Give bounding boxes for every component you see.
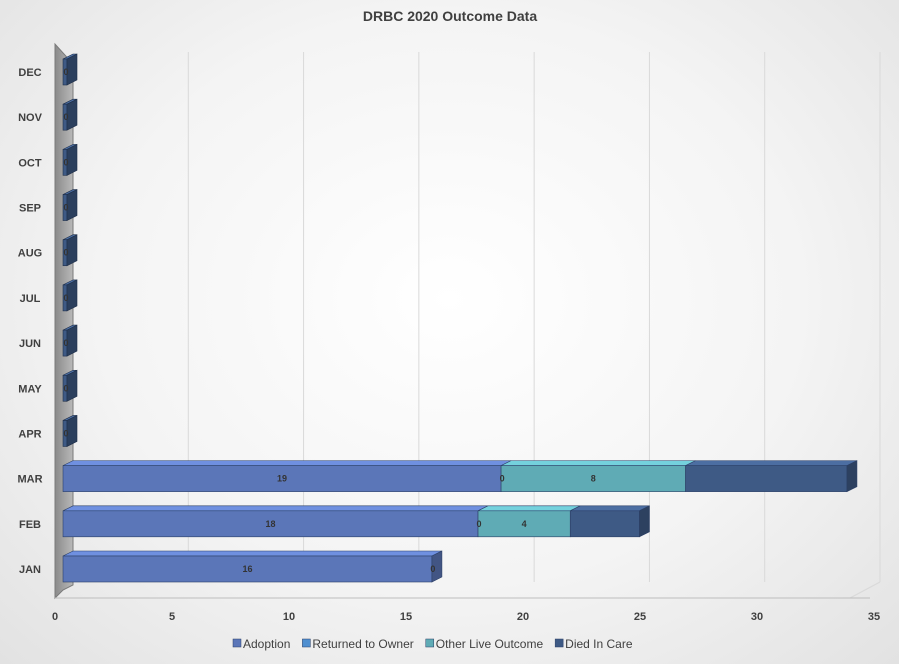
y-tick-label: NOV xyxy=(18,112,43,124)
y-tick-label: OCT xyxy=(18,157,42,169)
data-label: 0 xyxy=(477,519,482,529)
legend: Adoption Returned to Owner Other Live Outc… xyxy=(232,637,633,651)
x-tick-label: 25 xyxy=(634,611,646,623)
data-label: 8 xyxy=(591,474,596,484)
data-label: 16 xyxy=(242,564,252,574)
x-tick-label: 35 xyxy=(868,611,880,623)
bar-segment xyxy=(685,465,848,492)
legend-swatch xyxy=(302,638,311,648)
y-axis-ticks: JAN FEB MAR APR MAY JUN JUL AUG SEP OCT NOV DEC xyxy=(17,67,42,576)
bar-top xyxy=(62,505,489,512)
bar-side xyxy=(66,143,78,176)
bar-side xyxy=(846,460,858,493)
x-axis-ticks: 0 5 10 15 20 25 30 35 xyxy=(52,611,880,623)
data-label: 0 xyxy=(63,67,68,77)
bar-side xyxy=(66,279,78,312)
data-label: 0 xyxy=(63,428,68,438)
bar-segment xyxy=(477,510,571,538)
bar-segment xyxy=(569,510,640,538)
data-label: 0 xyxy=(63,157,68,167)
x-tick-label: 10 xyxy=(283,611,295,623)
x-tick-label: 5 xyxy=(169,611,175,623)
y-tick-label: JUL xyxy=(20,293,41,305)
bar-segment xyxy=(62,555,433,583)
data-label: 0 xyxy=(500,474,505,484)
data-label: 0 xyxy=(63,248,68,258)
axis-wall xyxy=(54,42,870,600)
y-tick-label: DEC xyxy=(18,67,41,79)
bar-top xyxy=(500,460,696,466)
data-label: 0 xyxy=(63,112,68,122)
bar-side xyxy=(66,324,78,357)
bar-segment xyxy=(500,465,686,492)
bar-top xyxy=(62,550,443,557)
bar-side xyxy=(66,189,78,222)
data-label: 0 xyxy=(63,338,68,348)
y-tick-label: FEB xyxy=(19,519,41,531)
legend-label: Adoption xyxy=(243,637,290,651)
bar-top xyxy=(477,505,581,512)
data-label: 0 xyxy=(63,203,68,213)
y-tick-label: MAY xyxy=(18,383,42,395)
bar-segment xyxy=(62,465,502,492)
bar-side xyxy=(66,369,78,402)
bar-side xyxy=(66,53,78,86)
data-label: 18 xyxy=(266,519,276,529)
y-tick-label: JUN xyxy=(19,338,41,350)
legend-swatch xyxy=(554,638,564,648)
x-tick-label: 0 xyxy=(52,611,58,623)
y-tick-label: SEP xyxy=(19,203,41,215)
y-tick-label: MAR xyxy=(17,474,42,486)
data-labels: 16 0 18 0 4 19 0 8 0 0 0 0 0 0 0 0 0 xyxy=(63,67,595,574)
bar-top xyxy=(570,505,650,512)
data-label: 0 xyxy=(63,383,68,393)
bar-segment xyxy=(62,510,479,538)
y-tick-label: JAN xyxy=(19,564,41,576)
y-tick-label: APR xyxy=(18,428,41,440)
chart-title: DRBC 2020 Outcome Data xyxy=(363,8,537,24)
data-label: 19 xyxy=(277,474,287,484)
bar-side xyxy=(639,505,650,538)
bar-side xyxy=(66,98,78,131)
x-tick-label: 20 xyxy=(517,611,529,623)
y-tick-label: AUG xyxy=(18,248,42,260)
x-tick-label: 15 xyxy=(400,611,412,623)
legend-label: Died In Care xyxy=(565,637,633,651)
legend-label: Other Live Outcome xyxy=(436,637,544,651)
legend-swatch xyxy=(232,638,242,648)
bars xyxy=(62,53,858,583)
data-label: 4 xyxy=(522,519,527,529)
gridlines xyxy=(187,52,881,599)
bar-top xyxy=(62,460,512,466)
x-tick-label: 30 xyxy=(751,611,763,623)
bar-side xyxy=(66,234,78,267)
legend-swatch xyxy=(425,638,435,648)
data-label: 0 xyxy=(63,293,68,303)
bar-side xyxy=(431,550,443,583)
data-label: 0 xyxy=(430,564,435,574)
bar-top xyxy=(685,460,858,466)
legend-label: Returned to Owner xyxy=(312,637,413,651)
bar-side xyxy=(66,414,78,447)
floor-line xyxy=(849,581,881,599)
